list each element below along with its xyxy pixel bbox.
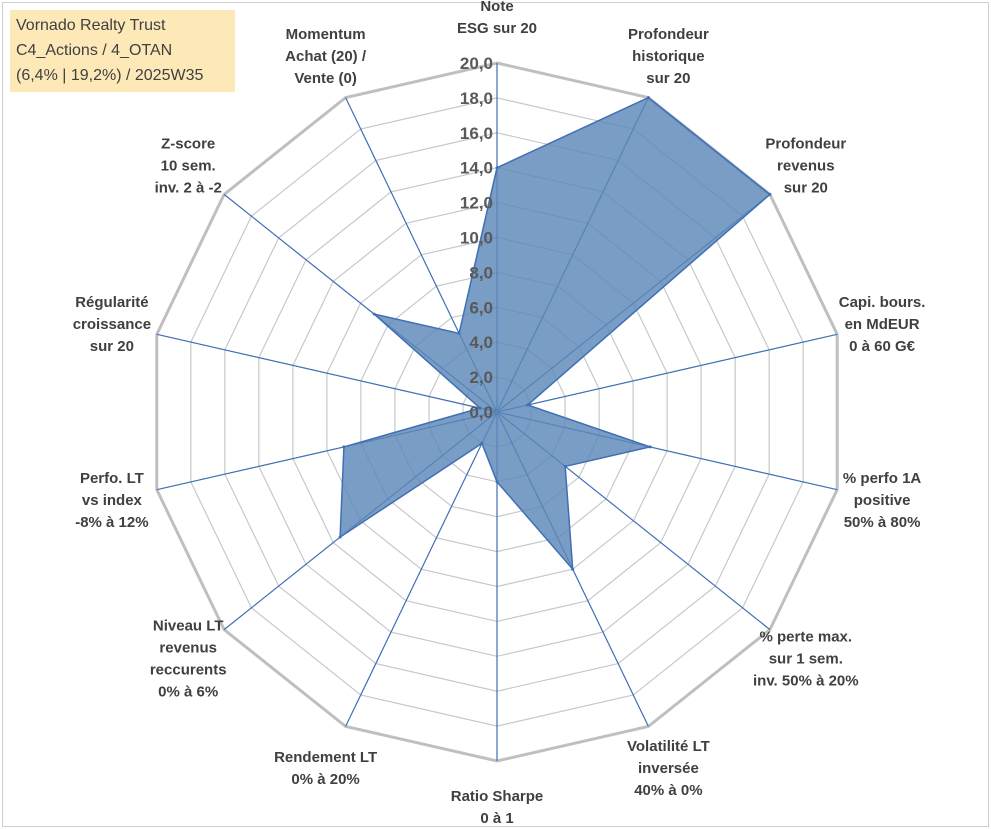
axis-label-line: revenus [777, 158, 835, 175]
data-point [457, 331, 461, 335]
data-point [372, 312, 376, 316]
info-box: Vornado Realty Trust C4_Actions / 4_OTAN… [10, 10, 235, 92]
axis-label: Momentum Achat (20) / Vente (0) [285, 26, 367, 87]
info-stats: (6,4% | 19,2%) / 2025W35 [16, 67, 204, 84]
axis-label-line: 0% à 6% [158, 683, 218, 700]
axis-label-line: 50% à 80% [844, 514, 921, 531]
axis-label: Régularité croissance sur 20 [73, 294, 151, 355]
axis-label-line: Ratio Sharpe [451, 788, 544, 805]
data-point [526, 403, 530, 407]
tick-label: 6,0 [469, 298, 493, 317]
radial-tick-labels: 0,0 2,0 4,0 6,0 8,0 10,0 12,0 14,0 16,0 18,0 20,0 [460, 54, 493, 422]
axis-spoke [345, 411, 498, 727]
axis-label-line: 0 à 1 [480, 810, 513, 827]
axis-label-line: reccurents [150, 661, 227, 678]
axis-label-line: -8% à 12% [75, 514, 148, 531]
axis-label: Z-score 10 sem. inv. 2 à -2 [155, 136, 222, 197]
axis-label: Profondeur historique sur 20 [628, 26, 709, 87]
info-company-name: Vornado Realty Trust [16, 17, 166, 34]
axis-label-line: 10 sem. [161, 158, 216, 175]
axis-label-line: Profondeur [765, 136, 846, 153]
axis-labels: Note ESG sur 20 Profondeur historique sur 20… [73, 0, 926, 827]
axis-label-line: 40% à 0% [634, 782, 702, 799]
axis-label-line: inv. 50% à 20% [753, 672, 859, 689]
axis-label: % perfo 1A positive 50% à 80% [843, 470, 922, 531]
axis-label-line: 0 à 60 G€ [849, 338, 916, 355]
axis-spoke [496, 333, 838, 413]
axis-label-line: Capi. bours. [839, 294, 926, 311]
tick-label: 4,0 [469, 333, 493, 352]
tick-label: 8,0 [469, 263, 493, 282]
axis-label-line: sur 20 [646, 70, 690, 87]
data-point [342, 445, 346, 449]
data-point [648, 445, 652, 449]
axis-label-line: Z-score [161, 136, 215, 153]
axis-label-line: Niveau LT [153, 617, 224, 634]
axis-label-line: inv. 2 à -2 [155, 180, 222, 197]
data-point [495, 166, 499, 170]
axis-label-line: Vente (0) [294, 70, 357, 87]
axis-label-line: Achat (20) / [285, 48, 367, 65]
axis-label: Rendement LT 0% à 20% [274, 749, 377, 788]
axis-label-line: vs index [82, 492, 143, 509]
axis-label: Note ESG sur 20 [457, 0, 537, 37]
axis-label-line: sur 1 sem. [769, 650, 843, 667]
axis-label-line: Volatilité LT [627, 738, 710, 755]
data-point [571, 567, 575, 571]
axis-label-line: Régularité [75, 294, 148, 311]
info-category: C4_Actions / 4_OTAN [16, 42, 173, 59]
axis-label-line: Rendement LT [274, 749, 377, 766]
axis-label-line: Note [480, 0, 513, 15]
axis-label-line: % perfo 1A [843, 470, 922, 487]
axis-label: Niveau LT revenus reccurents 0% à 6% [150, 617, 227, 700]
axis-label-line: en MdEUR [845, 316, 920, 333]
data-point [480, 441, 484, 445]
tick-label: 18,0 [460, 89, 493, 108]
axis-label: Perfo. LT vs index -8% à 12% [75, 470, 148, 531]
data-point [768, 192, 772, 196]
data-point [478, 406, 482, 410]
axis-label-line: Perfo. LT [80, 470, 144, 487]
axis-label: % perte max. sur 1 sem. inv. 50% à 20% [753, 628, 859, 689]
tick-label: 14,0 [460, 159, 493, 178]
data-point [563, 464, 567, 468]
axis-label-line: historique [632, 48, 705, 65]
axis-label-line: Momentum [286, 26, 366, 43]
axis-label-line: revenus [159, 639, 217, 656]
axis-label-line: sur 20 [784, 180, 828, 197]
axis-label-line: % perte max. [760, 628, 853, 645]
series-area [339, 96, 772, 572]
axis-label: Profondeur revenus sur 20 [765, 136, 846, 197]
axis-label-line: croissance [73, 316, 151, 333]
tick-label: 2,0 [469, 368, 493, 387]
tick-label: 16,0 [460, 124, 493, 143]
axis-label-line: positive [854, 492, 911, 509]
tick-label: 12,0 [460, 194, 493, 213]
axis-label-line: 0% à 20% [291, 771, 359, 788]
axis-label: Volatilité LT inversée 40% à 0% [627, 738, 710, 799]
radar-series [338, 96, 772, 572]
axis-spoke [156, 333, 498, 413]
axis-label-line: sur 20 [90, 338, 134, 355]
tick-label: 20,0 [460, 54, 493, 73]
axis-label-line: ESG sur 20 [457, 20, 537, 37]
tick-label: 10,0 [460, 229, 493, 248]
axis-label: Ratio Sharpe 0 à 1 [451, 788, 544, 827]
axis-label: Capi. bours. en MdEUR 0 à 60 G€ [839, 294, 926, 355]
data-point [338, 535, 342, 539]
axis-label-line: inversée [638, 760, 699, 777]
tick-label: 0,0 [469, 403, 493, 422]
axis-label-line: Profondeur [628, 26, 709, 43]
data-point [495, 480, 499, 484]
data-point [646, 96, 650, 100]
